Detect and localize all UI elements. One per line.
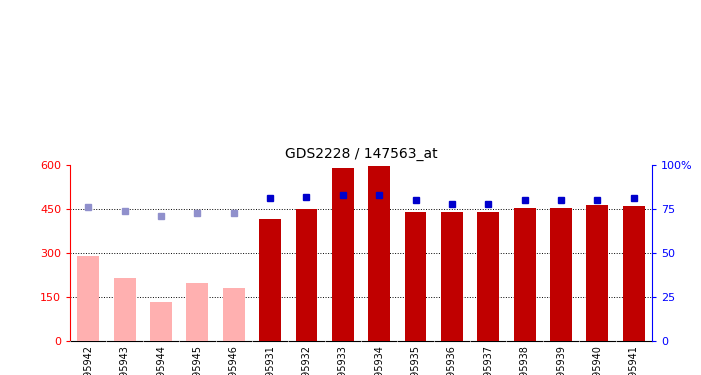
Bar <box>550 208 572 341</box>
Text: GSM95945: GSM95945 <box>192 345 203 375</box>
Bar <box>404 212 426 341</box>
Bar <box>587 205 608 341</box>
Text: GSM95937: GSM95937 <box>483 345 494 375</box>
Bar <box>477 212 499 341</box>
Text: GSM95944: GSM95944 <box>156 345 166 375</box>
Bar <box>77 256 100 341</box>
Text: GSM95946: GSM95946 <box>229 345 239 375</box>
Text: GSM95936: GSM95936 <box>447 345 457 375</box>
Text: GSM95942: GSM95942 <box>83 345 93 375</box>
Bar <box>368 166 390 341</box>
Text: GSM95932: GSM95932 <box>301 345 311 375</box>
Text: GSM95940: GSM95940 <box>592 345 602 375</box>
Text: GSM95941: GSM95941 <box>629 345 639 375</box>
Text: GSM95935: GSM95935 <box>411 345 421 375</box>
Bar <box>150 302 172 341</box>
Text: GSM95938: GSM95938 <box>519 345 530 375</box>
Bar <box>296 209 318 341</box>
Text: GSM95943: GSM95943 <box>120 345 130 375</box>
Bar <box>514 208 536 341</box>
Bar <box>622 206 645 341</box>
Bar <box>223 288 245 341</box>
Text: GSM95931: GSM95931 <box>265 345 275 375</box>
Bar <box>441 212 463 341</box>
Text: GSM95933: GSM95933 <box>338 345 348 375</box>
Bar <box>186 282 208 341</box>
Title: GDS2228 / 147563_at: GDS2228 / 147563_at <box>285 147 437 161</box>
Text: GSM95934: GSM95934 <box>374 345 384 375</box>
Bar <box>259 219 281 341</box>
Bar <box>332 168 354 341</box>
Bar <box>114 278 135 341</box>
Text: GSM95939: GSM95939 <box>556 345 566 375</box>
